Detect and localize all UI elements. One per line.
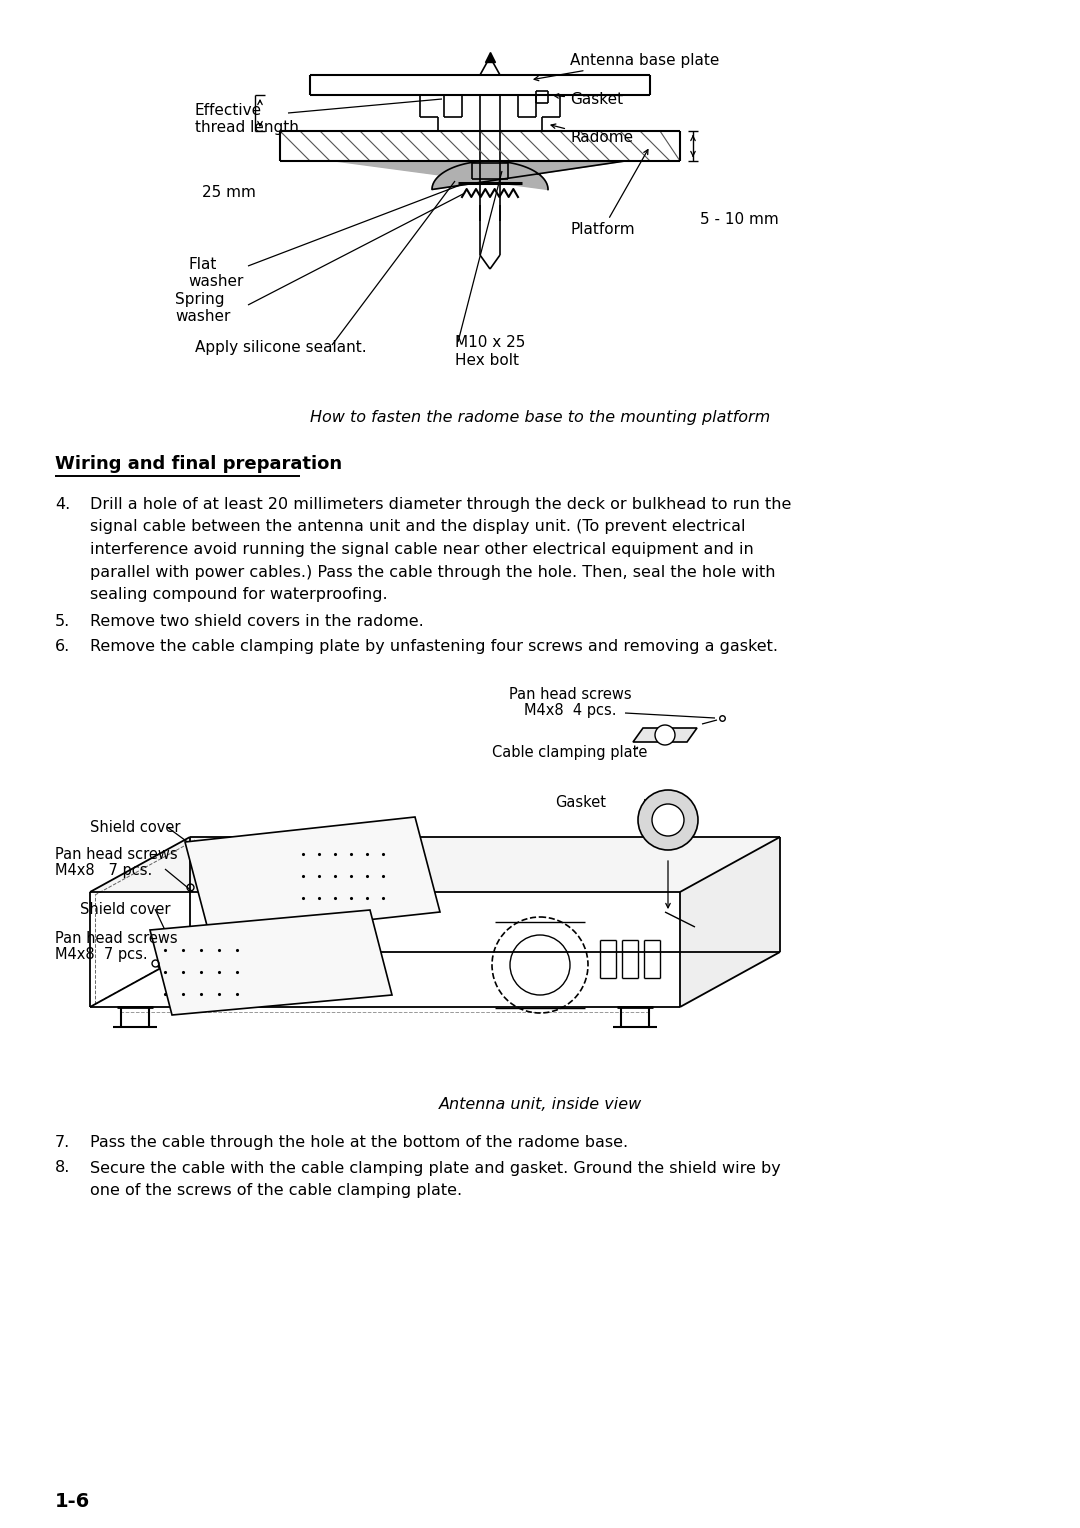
Text: Radome: Radome bbox=[551, 124, 633, 145]
Text: one of the screws of the cable clamping plate.: one of the screws of the cable clamping … bbox=[90, 1183, 462, 1198]
Text: Wiring and final preparation: Wiring and final preparation bbox=[55, 455, 342, 474]
Text: washer: washer bbox=[175, 309, 230, 324]
Text: 5 - 10 mm: 5 - 10 mm bbox=[700, 212, 779, 228]
Text: Flat: Flat bbox=[188, 257, 216, 272]
Text: M4x8  4 pcs.: M4x8 4 pcs. bbox=[524, 703, 617, 718]
Text: Remove two shield covers in the radome.: Remove two shield covers in the radome. bbox=[90, 614, 423, 630]
Text: Pass the cable through the hole at the bottom of the radome base.: Pass the cable through the hole at the b… bbox=[90, 1135, 629, 1151]
Text: Cable clamping plate: Cable clamping plate bbox=[492, 746, 648, 759]
Text: Effective: Effective bbox=[195, 102, 262, 118]
Text: 1-6: 1-6 bbox=[55, 1491, 91, 1511]
Text: How to fasten the radome base to the mounting platform: How to fasten the radome base to the mou… bbox=[310, 410, 770, 425]
Text: 25 mm: 25 mm bbox=[202, 185, 256, 200]
Text: Spring: Spring bbox=[175, 292, 225, 307]
Text: Drill a hole of at least 20 millimeters diameter through the deck or bulkhead to: Drill a hole of at least 20 millimeters … bbox=[90, 497, 792, 512]
Text: Gasket: Gasket bbox=[554, 93, 623, 107]
Text: Shield cover: Shield cover bbox=[90, 821, 180, 834]
Text: Pan head screws: Pan head screws bbox=[55, 931, 177, 946]
Circle shape bbox=[652, 804, 684, 836]
Polygon shape bbox=[335, 160, 625, 189]
Text: Antenna unit, inside view: Antenna unit, inside view bbox=[438, 1097, 642, 1112]
Polygon shape bbox=[633, 727, 697, 743]
Text: washer: washer bbox=[188, 274, 243, 289]
Polygon shape bbox=[680, 837, 780, 1007]
Text: Antenna base plate: Antenna base plate bbox=[535, 52, 719, 81]
Text: interference avoid running the signal cable near other electrical equipment and : interference avoid running the signal ca… bbox=[90, 542, 754, 558]
Text: Hex bolt: Hex bolt bbox=[455, 353, 519, 368]
Text: Platform: Platform bbox=[570, 150, 648, 237]
Text: signal cable between the antenna unit and the display unit. (To prevent electric: signal cable between the antenna unit an… bbox=[90, 520, 745, 535]
Text: M10 x 25: M10 x 25 bbox=[455, 335, 525, 350]
Text: M4x8   7 pcs.: M4x8 7 pcs. bbox=[55, 863, 152, 879]
Text: Gasket: Gasket bbox=[555, 795, 606, 810]
Text: 7.: 7. bbox=[55, 1135, 70, 1151]
Text: 8.: 8. bbox=[55, 1160, 70, 1175]
Polygon shape bbox=[150, 911, 392, 1015]
Text: Apply silicone sealant.: Apply silicone sealant. bbox=[195, 341, 366, 354]
Text: 6.: 6. bbox=[55, 639, 70, 654]
Text: Remove the cable clamping plate by unfastening four screws and removing a gasket: Remove the cable clamping plate by unfas… bbox=[90, 639, 778, 654]
Circle shape bbox=[654, 724, 675, 746]
Text: 4.: 4. bbox=[55, 497, 70, 512]
Polygon shape bbox=[185, 817, 440, 937]
Text: Shield cover: Shield cover bbox=[80, 902, 171, 917]
Text: thread length: thread length bbox=[195, 121, 299, 134]
Text: Pan head screws: Pan head screws bbox=[509, 688, 632, 701]
Text: M4x8  7 pcs.: M4x8 7 pcs. bbox=[55, 947, 148, 963]
Text: sealing compound for waterproofing.: sealing compound for waterproofing. bbox=[90, 587, 388, 602]
Polygon shape bbox=[90, 837, 780, 892]
Text: 5.: 5. bbox=[55, 614, 70, 630]
Text: parallel with power cables.) Pass the cable through the hole. Then, seal the hol: parallel with power cables.) Pass the ca… bbox=[90, 564, 775, 579]
Text: Secure the cable with the cable clamping plate and gasket. Ground the shield wir: Secure the cable with the cable clamping… bbox=[90, 1160, 781, 1175]
Circle shape bbox=[638, 790, 698, 850]
Text: Pan head screws: Pan head screws bbox=[55, 847, 177, 862]
